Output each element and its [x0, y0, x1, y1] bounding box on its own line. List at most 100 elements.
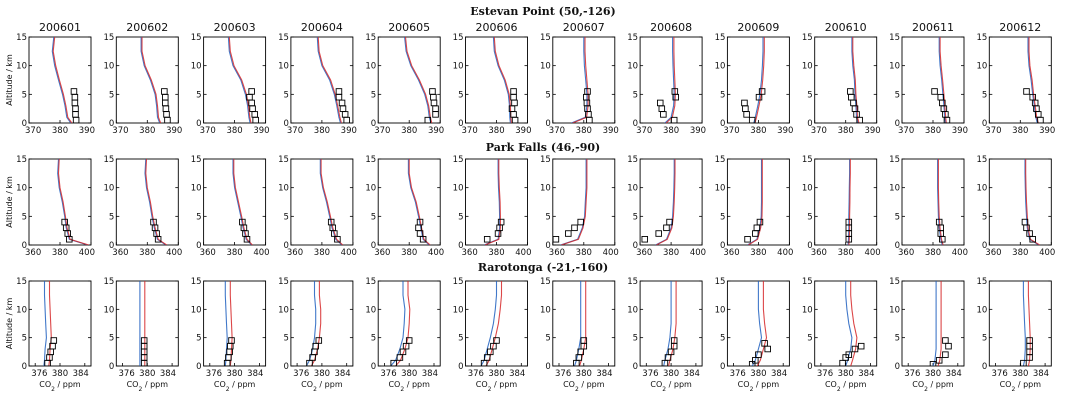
y-tick-label: 10	[540, 184, 551, 194]
y-tick-label: 0	[22, 241, 27, 251]
observation-marker	[47, 348, 54, 356]
y-tick-label: 0	[982, 362, 987, 372]
observation-marker	[430, 99, 438, 107]
model-profile-blue	[492, 37, 511, 123]
x-tick-label: 360	[112, 248, 128, 258]
y-tick-label: 0	[371, 362, 376, 372]
x-axis-label: CO2 / ppm	[1000, 380, 1042, 393]
observation-marker	[1023, 88, 1030, 95]
y-tick-label: 0	[22, 119, 27, 129]
y-tick-label: 10	[976, 305, 987, 315]
observation-marker	[140, 337, 148, 344]
y-tick-label: 10	[453, 62, 464, 72]
y-tick-label: 0	[283, 241, 288, 251]
observation-marker	[510, 111, 517, 118]
profile-panel: 200601 0 5 10 15 370 380 390 Altitude / km	[5, 21, 95, 136]
model-profile-blue	[938, 37, 946, 123]
observation-marker	[162, 105, 170, 112]
y-tick-label: 5	[22, 90, 27, 100]
x-tick-label: 390	[603, 126, 619, 136]
profile-panel: 0 5 10 15 360 380 400	[540, 155, 619, 258]
y-tick-label: 15	[540, 33, 551, 43]
plot-frame	[28, 280, 92, 367]
observation-marker	[752, 230, 759, 237]
y-tick-label: 0	[109, 241, 114, 251]
x-tick-label: 384	[858, 369, 874, 379]
plot-frame	[988, 280, 1052, 367]
x-tick-label: 380	[226, 248, 242, 258]
model-profile-red	[395, 281, 411, 366]
model-profile-red	[665, 37, 676, 123]
model-profile-blue	[316, 37, 342, 123]
observation-marker	[510, 88, 517, 95]
y-tick-label: 15	[103, 33, 114, 43]
observation-marker	[845, 236, 853, 243]
y-tick-label: 15	[278, 155, 289, 165]
profile-panel: 0 5 10 15 360 380 400	[278, 155, 357, 258]
y-axis-label: Altitude / km	[5, 298, 14, 350]
y-tick-label: 5	[633, 212, 638, 222]
model-profile-red	[145, 159, 168, 245]
observation-marker	[419, 236, 427, 243]
x-tick-label: 380	[663, 369, 679, 379]
observation-marker	[658, 105, 666, 112]
observation-marker	[929, 361, 937, 366]
y-tick-label: 5	[283, 334, 288, 344]
x-tick-label: 380	[925, 248, 941, 258]
model-profile-blue	[663, 281, 672, 366]
observation-marker	[432, 105, 439, 112]
x-tick-label: 390	[341, 126, 357, 136]
x-tick-label: 390	[952, 126, 968, 136]
y-tick-label: 10	[802, 305, 813, 315]
model-profile-blue	[655, 159, 675, 245]
model-profile-blue	[1022, 281, 1026, 366]
x-tick-label: 400	[690, 248, 706, 258]
profile-panel: 200602 0 5 10 15 370 380 390	[103, 21, 182, 136]
observation-marker	[338, 99, 346, 107]
y-tick-label: 5	[22, 334, 27, 344]
x-tick-label: 360	[200, 248, 216, 258]
model-profile-blue	[407, 159, 430, 245]
y-tick-label: 0	[633, 241, 638, 251]
month-label: 200611	[912, 21, 954, 34]
x-axis-label: CO2 / ppm	[563, 380, 605, 393]
model-profile-red	[57, 159, 89, 245]
x-tick-label: 400	[864, 248, 880, 258]
profile-panel: 200608 0 5 10 15 370 380 390	[627, 21, 706, 136]
y-tick-label: 15	[103, 155, 114, 165]
plot-frame	[465, 36, 528, 124]
profile-panel: 0 5 10 15 360 380 400	[103, 155, 182, 258]
y-tick-label: 10	[715, 184, 726, 194]
profile-panel: 200604 0 5 10 15 370 380 390	[278, 21, 357, 136]
y-tick-label: 5	[982, 334, 987, 344]
y-tick-label: 5	[982, 90, 987, 100]
y-tick-label: 10	[103, 184, 114, 194]
model-profile-red	[233, 159, 253, 245]
observation-marker	[430, 93, 437, 101]
x-tick-label: 360	[723, 248, 739, 258]
observation-marker	[335, 88, 343, 95]
y-tick-label: 0	[545, 362, 550, 372]
model-profile-red	[229, 281, 233, 366]
y-tick-label: 5	[371, 334, 376, 344]
x-tick-label: 380	[139, 126, 155, 136]
x-tick-label: 390	[166, 126, 182, 136]
y-tick-label: 0	[895, 362, 900, 372]
y-tick-label: 15	[802, 33, 813, 43]
x-tick-label: 380	[1012, 248, 1028, 258]
model-profile-red	[228, 37, 252, 123]
observation-marker	[251, 111, 258, 118]
model-profile-red	[939, 37, 947, 123]
plot-frame	[639, 36, 703, 124]
observation-marker	[390, 359, 397, 366]
profile-panel: 200606 0 5 10 15 370 380 390	[453, 21, 532, 136]
observation-marker	[334, 236, 341, 243]
x-tick-label: 400	[952, 248, 968, 258]
observation-marker	[335, 93, 343, 101]
x-tick-label: 376	[293, 369, 309, 379]
observation-marker	[70, 88, 78, 95]
observation-marker	[939, 236, 946, 243]
observation-marker	[660, 111, 667, 118]
profile-panel: 200603 0 5 10 15 370 380 390	[191, 21, 270, 136]
